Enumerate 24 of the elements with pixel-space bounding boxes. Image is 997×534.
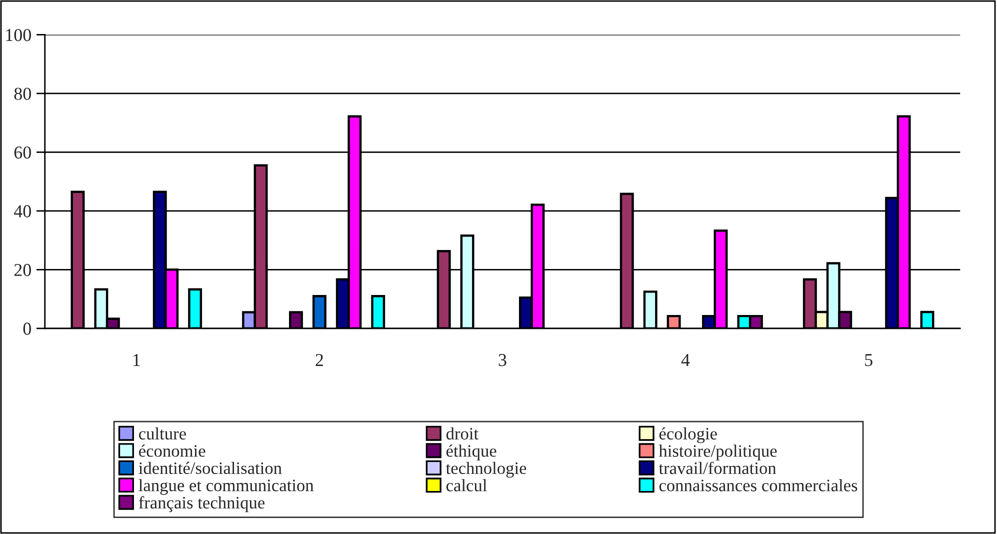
legend-label: langue et communication [138, 479, 314, 495]
y-tick-label: 20 [14, 264, 31, 276]
legend-label: économie [139, 444, 206, 457]
legend-label: culture [139, 427, 186, 440]
y-tick-label: 60 [14, 146, 31, 159]
legend-label: droit [446, 427, 478, 440]
y-tick-label: 0 [23, 322, 31, 335]
legend-label: éthique [446, 444, 496, 460]
legend-label: écologie [659, 427, 717, 444]
x-tick-label: 4 [681, 354, 690, 366]
x-tick-label: 2 [316, 354, 323, 366]
y-tick-label: 40 [14, 205, 31, 218]
x-tick-label: 3 [498, 354, 506, 366]
legend-label: connaissances commerciales [659, 479, 858, 492]
x-tick-label: 5 [865, 354, 872, 366]
legend-label: calcul [446, 479, 487, 492]
legend-label: technologie [446, 462, 526, 478]
y-tick-label: 100 [6, 28, 31, 42]
legend-label: travail/formation [658, 462, 776, 474]
x-tick-label: 1 [133, 354, 140, 366]
y-tick-label: 80 [14, 88, 31, 100]
legend-label: histoire/politique [658, 444, 777, 460]
legend-label: français technique [138, 496, 265, 512]
legend-label: identité/socialisation [138, 462, 282, 474]
